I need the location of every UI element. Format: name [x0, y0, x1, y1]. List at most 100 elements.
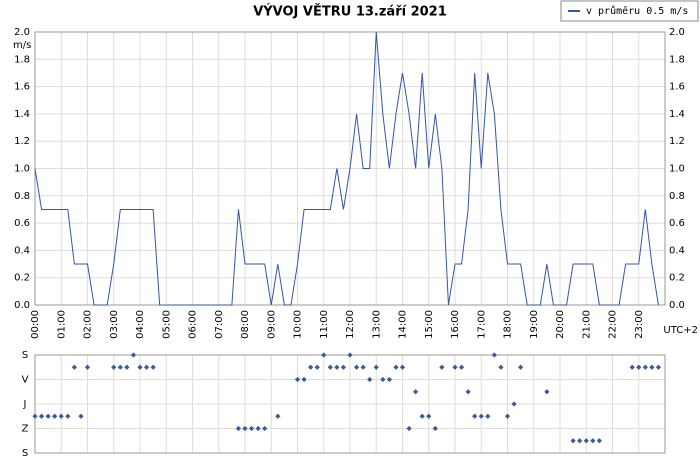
- wind-direction-point: [373, 364, 379, 370]
- y-tick-label-right: 1.8: [669, 54, 685, 65]
- y-tick-label: S: [22, 448, 28, 459]
- wind-direction-point: [255, 425, 261, 432]
- wind-direction-point: [478, 413, 484, 419]
- wind-direction-point: [275, 413, 281, 419]
- wind-direction-point: [367, 376, 373, 383]
- y-tick-label: S: [22, 350, 28, 361]
- x-tick-label: 18:00: [503, 310, 514, 339]
- wind-direction-point: [84, 364, 91, 370]
- wind-direction-point: [347, 352, 353, 358]
- x-tick-label: 09:00: [266, 310, 277, 339]
- y-tick-label-right: 2.0: [669, 27, 685, 38]
- wind-direction-point: [308, 364, 314, 370]
- y-tick-label: 0.4: [14, 245, 30, 256]
- x-tick-label: 04:00: [135, 310, 146, 339]
- wind-direction-point: [485, 413, 491, 419]
- wind-direction-point: [380, 376, 386, 383]
- y-tick-label: 1.0: [14, 164, 30, 175]
- wind-direction-point: [465, 389, 471, 395]
- x-axis-label: UTC+2: [663, 325, 698, 336]
- y-tick-label: 1.4: [14, 109, 30, 120]
- x-tick-label: 19:00: [529, 310, 540, 339]
- y-tick-label: 2.0: [14, 27, 30, 38]
- wind-direction-point: [583, 438, 589, 444]
- wind-direction-point: [570, 438, 576, 444]
- y-tick-label-right: 0.8: [669, 191, 685, 202]
- wind-direction-point: [340, 364, 347, 370]
- wind-direction-point: [498, 364, 504, 370]
- x-tick-label: 03:00: [109, 310, 120, 339]
- wind-direction-point: [65, 413, 71, 419]
- wind-direction-point: [262, 425, 268, 432]
- wind-direction-point: [117, 364, 123, 370]
- x-tick-label: 07:00: [214, 310, 225, 339]
- wind-direction-point: [38, 413, 45, 419]
- wind-direction-point: [590, 438, 596, 444]
- y-tick-label: J: [23, 399, 27, 410]
- wind-direction-point: [150, 364, 156, 370]
- wind-direction-point: [32, 413, 38, 419]
- x-tick-label: 13:00: [371, 310, 382, 339]
- y-tick-label-right: 0.0: [669, 300, 685, 311]
- wind-direction-point: [137, 364, 143, 370]
- y-tick-label: 0.6: [14, 218, 30, 229]
- y-tick-label-right: 1.2: [669, 136, 685, 147]
- wind-direction-point: [143, 364, 150, 370]
- wind-direction-point: [577, 438, 583, 444]
- wind-direction-point: [419, 413, 425, 419]
- y-tick-label-right: 0.2: [669, 273, 685, 284]
- wind-direction-point: [235, 425, 242, 432]
- wind-direction-point: [518, 364, 524, 370]
- wind-direction-point: [130, 352, 137, 358]
- y-tick-label-right: 0.6: [669, 218, 685, 229]
- wind-direction-point: [472, 413, 478, 419]
- wind-speed-line: [34, 31, 659, 306]
- wind-direction-point: [45, 413, 51, 419]
- x-tick-label: 00:00: [30, 310, 41, 339]
- wind-direction-point: [248, 425, 255, 432]
- y-tick-label: 0.2: [14, 273, 30, 284]
- x-tick-label: 17:00: [476, 310, 487, 339]
- x-tick-label: 16:00: [450, 310, 461, 339]
- wind-direction-point: [413, 389, 419, 395]
- wind-direction-point: [294, 376, 301, 383]
- legend-label: v průměru 0.5 m/s: [586, 5, 688, 17]
- wind-direction-point: [111, 364, 117, 370]
- x-tick-label: 21:00: [581, 310, 592, 339]
- wind-direction-point: [439, 364, 445, 370]
- y-tick-label: 1.8: [14, 54, 30, 65]
- y-tick-label: V: [22, 375, 29, 386]
- wind-direction-point: [242, 425, 248, 432]
- x-tick-label: 12:00: [345, 310, 356, 339]
- wind-direction-point: [655, 364, 662, 370]
- wind-direction-point: [58, 413, 64, 419]
- wind-direction-point: [491, 352, 497, 358]
- wind-direction-point: [504, 413, 511, 419]
- x-tick-label: 08:00: [240, 310, 251, 339]
- y-tick-label-right: 1.6: [669, 82, 685, 93]
- wind-direction-point: [393, 364, 399, 370]
- x-tick-label: 05:00: [161, 310, 172, 339]
- y-tick-label-right: 1.0: [669, 164, 685, 175]
- wind-direction-point: [406, 425, 412, 432]
- wind-direction-point: [321, 352, 327, 358]
- wind-direction-point: [452, 364, 458, 370]
- y-axis-label: m/s: [13, 40, 31, 51]
- y-tick-label-right: 0.4: [669, 245, 685, 256]
- y-tick-label: 1.6: [14, 82, 30, 93]
- wind-direction-point: [301, 376, 307, 383]
- y-tick-label: 1.2: [14, 136, 30, 147]
- wind-direction-point: [432, 425, 438, 432]
- x-tick-label: 15:00: [424, 310, 435, 339]
- wind-direction-point: [458, 364, 465, 370]
- x-tick-label: 06:00: [188, 310, 199, 339]
- wind-direction-point: [511, 401, 517, 407]
- wind-direction-point: [334, 364, 340, 370]
- x-tick-label: 20:00: [555, 310, 566, 339]
- wind-direction-point: [78, 413, 84, 419]
- chart-title: VÝVOJ VĚTRU 13.září 2021: [253, 4, 447, 20]
- wind-direction-point: [399, 364, 406, 370]
- x-tick-label: 11:00: [319, 310, 330, 339]
- y-tick-label: Z: [22, 424, 29, 435]
